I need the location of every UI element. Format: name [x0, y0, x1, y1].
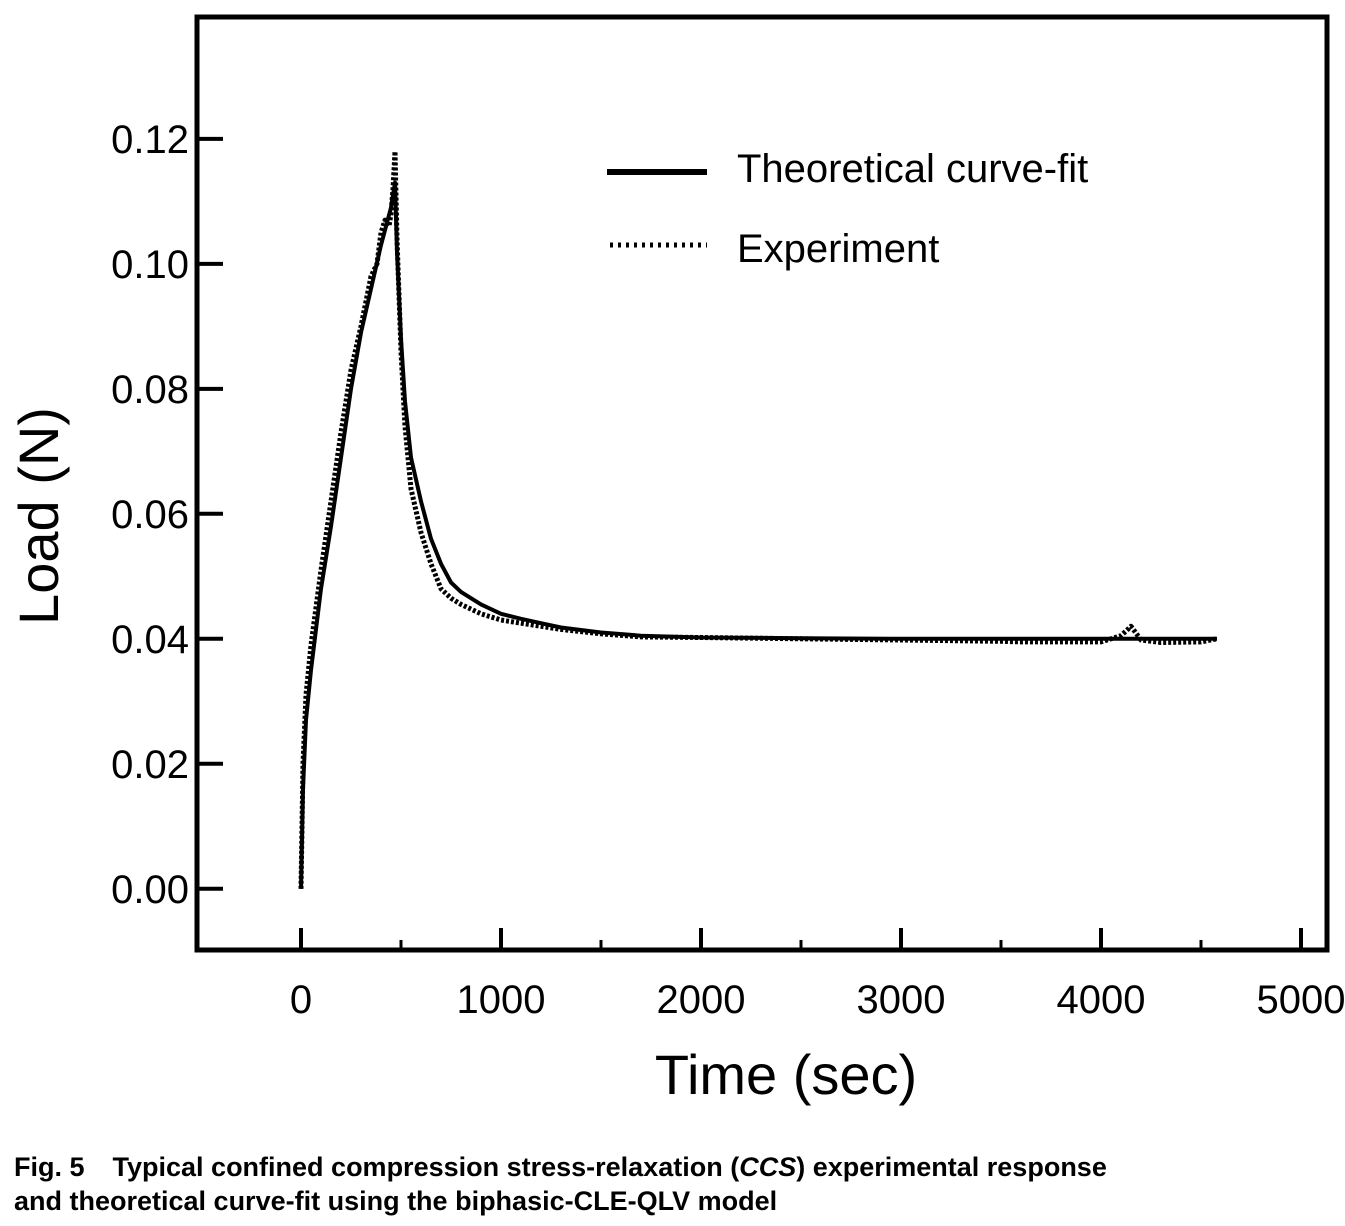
y-tick-label: 0.06 [111, 493, 189, 537]
x-tick-label: 4000 [1057, 978, 1146, 1022]
caption-line-1: Fig. 5 Typical confined compression stres… [14, 1150, 1334, 1184]
y-tick-label: 0.10 [111, 243, 189, 287]
x-tick-label: 1000 [457, 978, 546, 1022]
x-tick-label: 2000 [657, 978, 746, 1022]
series-line-experiment [298, 148, 1218, 889]
y-axis-title: Load (N) [7, 407, 70, 625]
y-tick-label: 0.00 [111, 868, 189, 912]
axis-ticks: 0.00 0.02 0.04 0.06 0.08 0.10 0.12 0 1000 2000 300… [111, 118, 1345, 1022]
legend-label-experiment: Experiment [737, 227, 939, 271]
caption-line-2: and theoretical curve-fit using the biph… [14, 1186, 778, 1216]
caption-text-end: ) experimental response [796, 1152, 1107, 1182]
plot-frame [194, 14, 1330, 953]
x-tick-label: 3000 [857, 978, 946, 1022]
x-tick-label: 5000 [1257, 978, 1345, 1022]
figure-caption: Fig. 5 Typical confined compression stres… [14, 1150, 1334, 1218]
load-time-chart: 0.00 0.02 0.04 0.06 0.08 0.10 0.12 0 1000 2000 300… [7, 14, 1345, 1106]
caption-abbreviation: CCS [739, 1152, 797, 1182]
series-line-theoretical [299, 180, 1217, 889]
y-tick-label: 0.08 [111, 368, 189, 412]
y-tick-label: 0.02 [111, 743, 189, 787]
x-tick-label: 0 [290, 978, 312, 1022]
chart-marks [298, 148, 1218, 889]
legend: Theoretical curve-fit Experiment [607, 147, 1088, 271]
x-axis-title: Time (sec) [655, 1043, 917, 1106]
legend-label-theoretical: Theoretical curve-fit [737, 147, 1088, 191]
caption-figure-label: Fig. 5 [14, 1152, 85, 1182]
y-tick-label: 0.12 [111, 118, 189, 162]
caption-text-start: Typical confined compression stress-rela… [112, 1152, 740, 1182]
y-tick-label: 0.04 [111, 618, 189, 662]
